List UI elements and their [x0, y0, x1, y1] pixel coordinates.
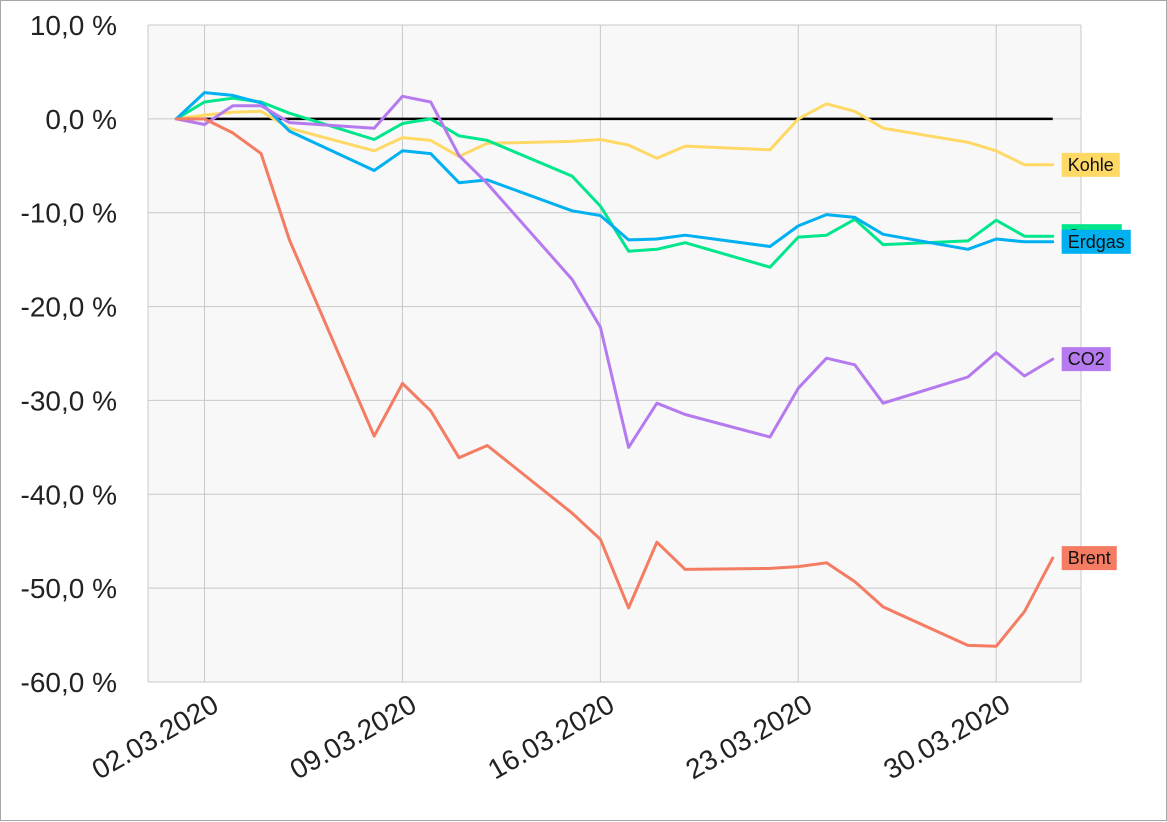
- series-label-kohle: Kohle: [1061, 152, 1120, 177]
- series-line-brent: [174, 117, 1055, 648]
- y-tick-label: 10,0 %: [30, 10, 117, 41]
- x-axis-ticks: 02.03.2020 09.03.2020 16.03.2020 23.03.2020…: [87, 688, 1016, 785]
- y-tick-label: 0,0 %: [45, 104, 117, 135]
- y-axis-ticks: 10,0 % 0,0 % -10,0 % -20,0 % -30,0 % -40,0 % -…: [21, 10, 118, 698]
- series-label-text: Kohle: [1068, 155, 1114, 175]
- series-label-brent: Brent: [1061, 546, 1117, 571]
- y-tick-label: -50,0 %: [21, 573, 118, 604]
- y-tick-label: -60,0 %: [21, 667, 118, 698]
- y-tick-label: -30,0 %: [21, 385, 118, 416]
- series-line-co2: [174, 94, 1055, 449]
- series-label-text: Erdgas: [1068, 232, 1125, 252]
- series-labels: KohleStromErdgasCO2Brent: [1061, 152, 1131, 571]
- x-tick-label: 09.03.2020: [285, 688, 422, 785]
- y-tick-label: -10,0 %: [21, 198, 118, 229]
- series-label-text: Brent: [1068, 548, 1111, 568]
- series-line-erdgas: [174, 91, 1055, 251]
- x-tick-label: 30.03.2020: [878, 688, 1015, 785]
- plot-area: [148, 25, 1081, 682]
- series-label-box: [1061, 347, 1111, 372]
- series-label-erdgas: Erdgas: [1061, 229, 1131, 254]
- series-label-box: [1061, 229, 1131, 254]
- series-label-co2: CO2: [1061, 347, 1111, 372]
- series-label-text: CO2: [1068, 349, 1105, 369]
- x-tick-label: 16.03.2020: [482, 688, 619, 785]
- y-tick-label: -40,0 %: [21, 479, 118, 510]
- y-tick-label: -20,0 %: [21, 292, 118, 323]
- series-label-box: [1061, 546, 1117, 571]
- x-tick-label: 02.03.2020: [87, 688, 224, 785]
- series-label-box: [1061, 152, 1120, 177]
- x-tick-label: 23.03.2020: [680, 688, 817, 785]
- series-lines: [174, 91, 1055, 648]
